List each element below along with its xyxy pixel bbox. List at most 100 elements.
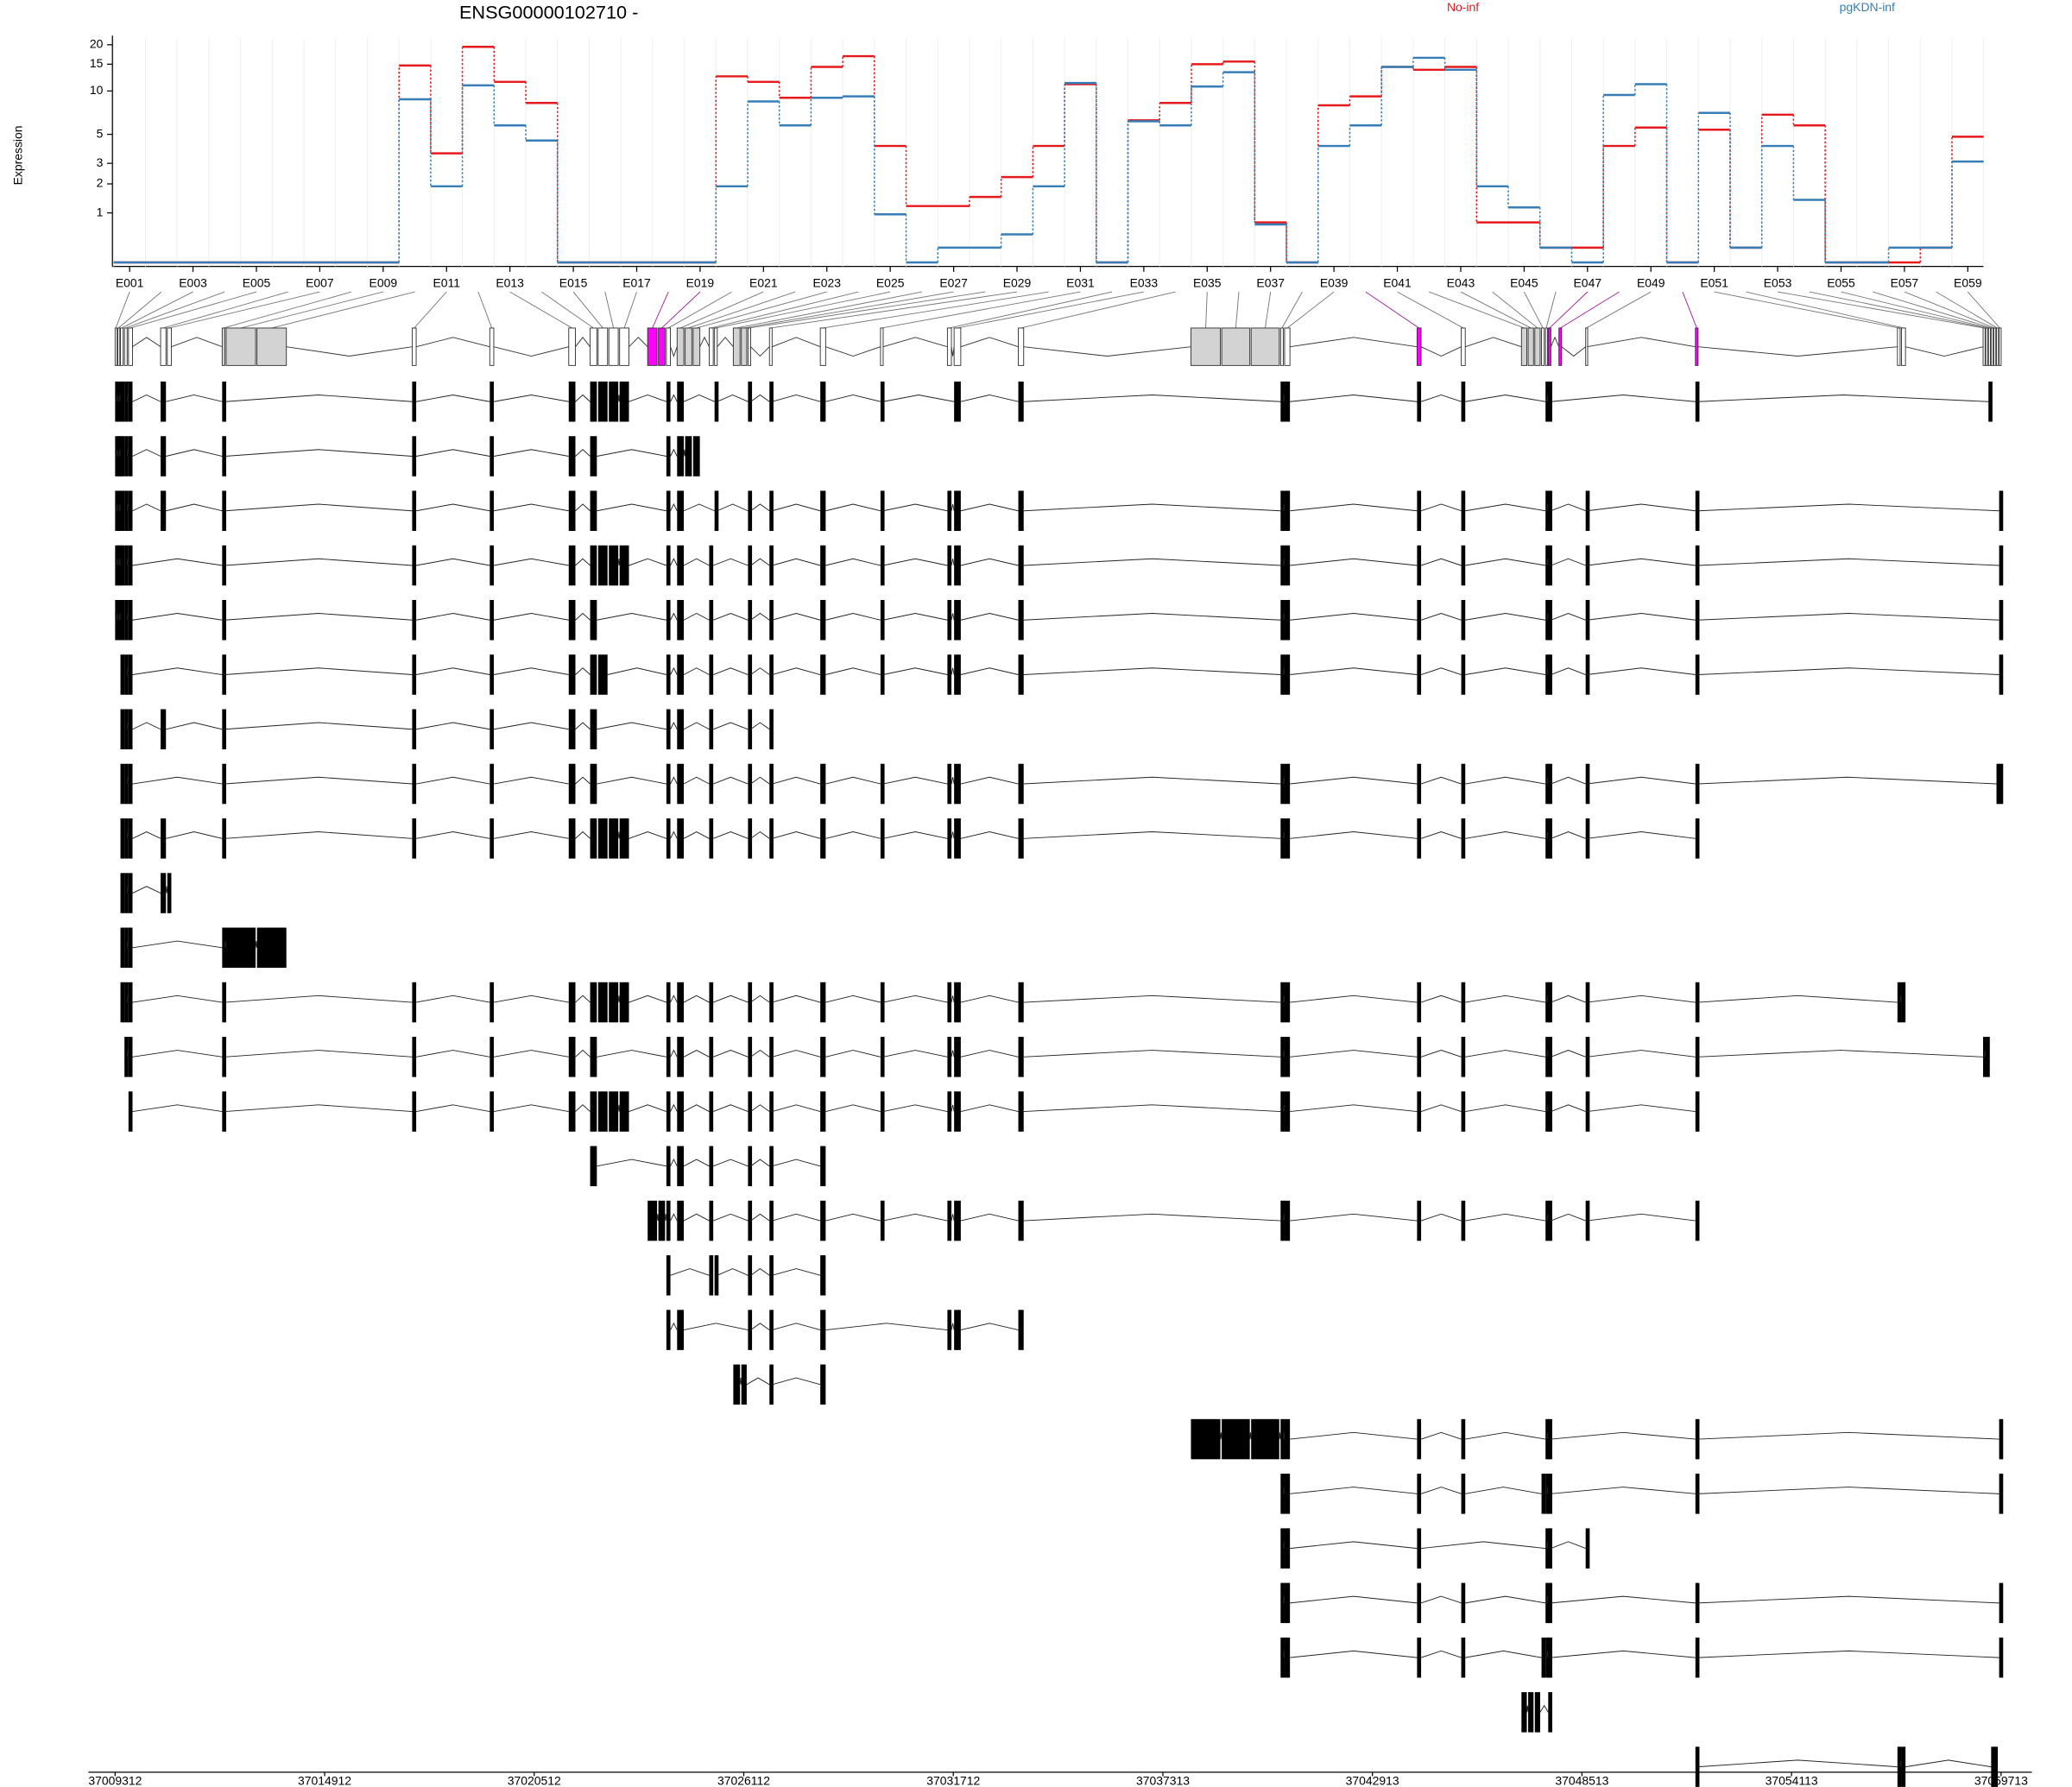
transcript-intron	[415, 831, 490, 839]
transcript-intron	[126, 449, 130, 457]
exon-connector	[169, 291, 320, 329]
transcript-exon	[1018, 1091, 1024, 1132]
transcript-intron	[712, 613, 749, 621]
transcript-exon	[677, 818, 685, 859]
transcript-exon	[1901, 982, 1906, 1023]
chart-title: ENSG00000102710 -	[459, 1, 638, 22]
transcript-intron	[224, 667, 413, 675]
transcript-intron	[670, 776, 678, 785]
transcript-intron	[772, 1050, 821, 1058]
transcript-exon	[128, 763, 133, 805]
transcript-intron	[132, 613, 223, 621]
transcript-intron	[617, 995, 621, 1003]
transcript-intron	[1697, 503, 1999, 512]
transcript-exon	[1280, 381, 1285, 422]
transcript-exon	[1417, 1582, 1422, 1624]
transcript-exon	[1695, 1582, 1700, 1624]
exon-connector	[716, 291, 891, 329]
transcript-intron	[960, 395, 1019, 402]
transcript-exon	[1461, 545, 1466, 586]
transcript-intron	[1290, 395, 1418, 402]
transcript-exon	[1284, 600, 1291, 641]
intron	[717, 337, 734, 347]
transcript-exon	[124, 873, 129, 913]
transcript-exon	[120, 927, 125, 969]
transcript-exon	[124, 818, 129, 859]
transcript-exon	[128, 1091, 133, 1132]
x-tick-label: E019	[686, 275, 715, 289]
transcript-exon	[1999, 490, 2004, 531]
y-tick-label: 3	[97, 155, 104, 169]
transcript-intron	[1023, 995, 1281, 1003]
transcript-exon	[1988, 381, 1993, 422]
exon-connector	[711, 291, 859, 329]
transcript-exon	[568, 982, 576, 1023]
transcript-intron	[166, 449, 223, 457]
transcript-exon	[222, 1091, 226, 1132]
transcript-exon	[748, 1146, 753, 1187]
intron	[951, 346, 955, 357]
intron	[629, 337, 648, 347]
transcript-intron	[683, 995, 710, 1003]
transcript-exon	[677, 600, 685, 641]
transcript-exon	[161, 873, 167, 913]
transcript-intron	[750, 503, 770, 512]
transcript-intron	[1290, 667, 1418, 675]
transcript-exon	[1284, 381, 1291, 422]
transcript-intron	[772, 613, 821, 621]
transcript-exon	[1417, 381, 1422, 422]
transcript-exon	[590, 545, 597, 586]
transcript-intron	[493, 776, 569, 785]
transcript-exon	[648, 1200, 658, 1241]
transcript-exon	[714, 490, 719, 531]
transcript-exon	[128, 381, 133, 422]
transcript-intron	[1539, 1704, 1549, 1713]
transcript-exon	[1461, 654, 1466, 695]
transcript-intron	[224, 831, 413, 839]
transcript-exon	[590, 818, 597, 859]
transcript-exon	[1417, 982, 1422, 1023]
transcript-intron	[960, 503, 1019, 512]
transcript-exon	[1548, 654, 1552, 695]
transcript-exon	[666, 436, 671, 477]
transcript-intron	[1551, 831, 1586, 839]
transcript-intron	[750, 1104, 770, 1112]
transcript-intron	[132, 503, 161, 512]
transcript-exon	[709, 1091, 714, 1132]
transcript-exon	[412, 982, 417, 1023]
y-axis-label: Expression	[10, 125, 24, 185]
transcript-intron	[493, 613, 569, 621]
transcript-exon	[167, 873, 172, 913]
exon-connector	[414, 291, 447, 329]
transcript-intron	[1899, 995, 1902, 1003]
transcript-exon	[1545, 654, 1550, 695]
transcript-intron	[683, 1323, 749, 1331]
transcript-exon	[619, 1091, 629, 1132]
transcript-intron	[1697, 395, 1989, 402]
transcript-intron	[1420, 1650, 1462, 1658]
transcript-exon	[748, 982, 753, 1023]
transcript-intron	[1697, 1759, 1898, 1768]
transcript-intron	[1984, 1050, 1987, 1058]
transcript-intron	[1420, 776, 1462, 785]
transcript-intron	[1551, 1595, 1696, 1604]
transcript-intron	[493, 995, 569, 1003]
transcript-intron	[825, 1213, 881, 1222]
transcript-intron	[165, 886, 168, 894]
transcript-intron	[1551, 667, 1586, 675]
transcript-intron	[960, 1050, 1019, 1058]
transcript-intron	[750, 995, 770, 1003]
transcript-intron	[772, 503, 821, 512]
transcript-intron	[683, 394, 715, 402]
x-tick-label: E049	[1637, 275, 1665, 289]
exon	[608, 327, 619, 366]
transcript-exon	[161, 818, 167, 859]
transcript-intron	[629, 1104, 667, 1112]
transcript-exon	[124, 982, 129, 1023]
x-tick-label: E047	[1574, 275, 1602, 289]
transcript-exon	[1461, 1037, 1466, 1077]
transcript-intron	[750, 1049, 770, 1058]
transcript-intron	[1420, 1595, 1462, 1604]
transcript-exon	[748, 763, 753, 805]
transcript-exon	[820, 982, 826, 1023]
